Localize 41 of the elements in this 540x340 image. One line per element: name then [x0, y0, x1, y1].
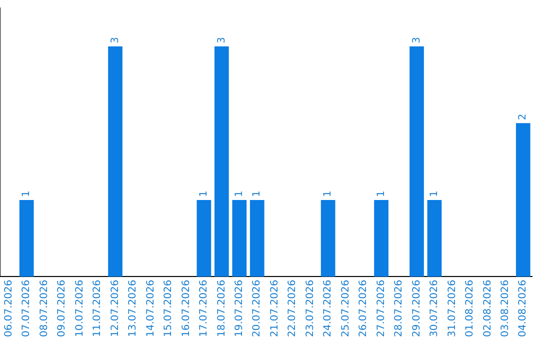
x-tick-label: 07.07.2026: [21, 280, 32, 338]
x-tick-label: 24.07.2026: [322, 280, 334, 338]
x-tick-label: 26.07.2026: [358, 280, 370, 338]
x-tick-label: 17.07.2026: [198, 280, 210, 338]
x-tick-label: 14.07.2026: [145, 280, 156, 338]
x-tick-label: 15.07.2026: [163, 280, 174, 338]
x-tick-label: 08.07.2026: [38, 280, 50, 338]
x-tick-label: 09.07.2026: [56, 280, 68, 338]
x-tick-label: 03.08.2026: [500, 280, 511, 338]
data-label: 1: [322, 190, 334, 197]
data-label: 3: [110, 37, 121, 44]
x-tick-label: 12.07.2026: [110, 280, 121, 338]
x-tick-label: 13.07.2026: [128, 280, 139, 338]
data-label: 1: [376, 190, 387, 197]
x-tick-label: 01.08.2026: [464, 280, 476, 338]
x-tick-label: 11.07.2026: [92, 280, 104, 338]
data-label: 3: [411, 37, 422, 44]
x-tick-label: 25.07.2026: [340, 280, 352, 338]
x-tick-label: 20.07.2026: [252, 280, 263, 338]
x-tick-label: 22.07.2026: [287, 280, 298, 338]
x-tick-label: 29.07.2026: [411, 280, 422, 338]
x-tick-label: 28.07.2026: [394, 280, 405, 338]
data-label: 1: [234, 190, 245, 197]
x-tick-label: 06.07.2026: [3, 280, 14, 338]
x-tick-label: 27.07.2026: [376, 280, 387, 338]
x-tick-label: 31.07.2026: [446, 280, 458, 338]
data-label: 1: [21, 190, 32, 197]
x-tick-label: 02.08.2026: [482, 280, 494, 338]
data-label: 1: [252, 190, 263, 197]
data-label: 1: [198, 190, 210, 197]
data-label: 2: [518, 114, 529, 120]
data-label: 1: [429, 190, 440, 197]
x-tick-label: 30.07.2026: [429, 280, 440, 338]
x-tick-label: 18.07.2026: [216, 280, 228, 338]
x-tick-label: 04.08.2026: [518, 280, 529, 338]
data-label: 3: [216, 37, 228, 44]
x-tick-label: 10.07.2026: [74, 280, 86, 338]
x-tick-label: 23.07.2026: [304, 280, 316, 338]
x-tick-label: 19.07.2026: [234, 280, 245, 338]
x-tick-label: 16.07.2026: [180, 280, 192, 338]
x-tick-label: 21.07.2026: [269, 280, 280, 338]
